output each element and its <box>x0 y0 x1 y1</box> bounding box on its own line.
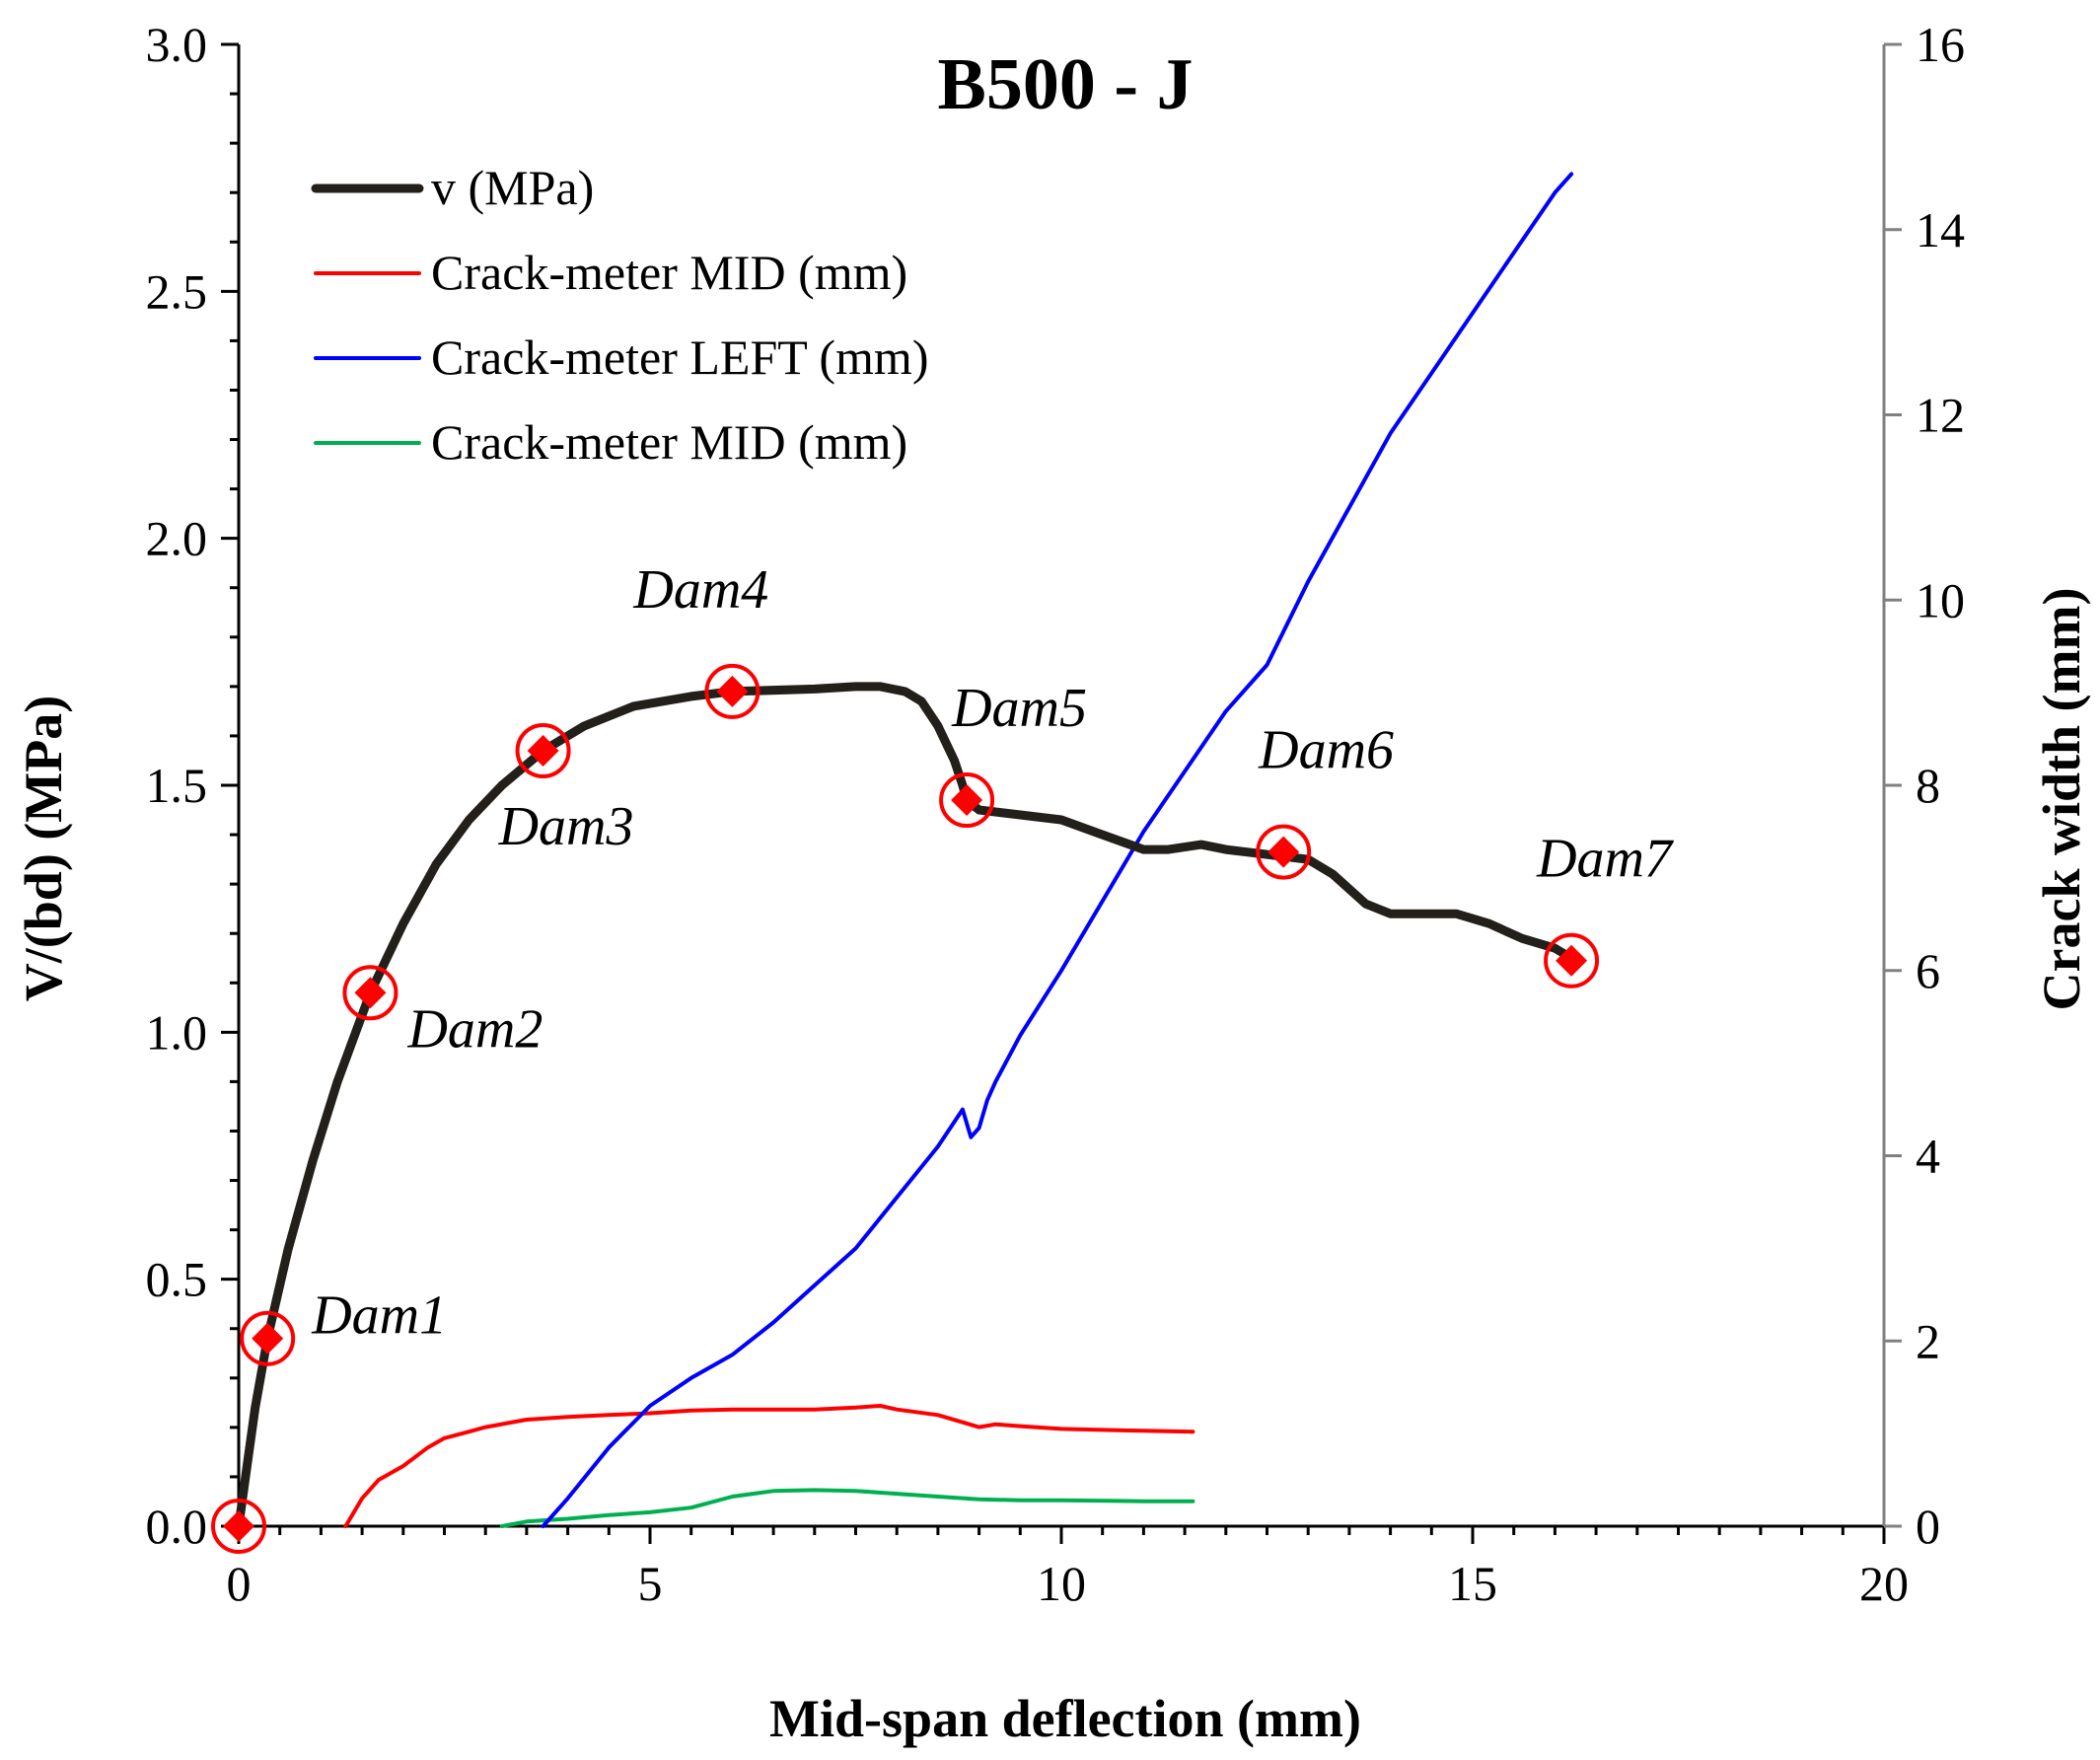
y2-tick-label: 6 <box>1916 943 1940 998</box>
damage-marker-ring <box>704 663 760 719</box>
damage-marker-diamond <box>1556 944 1588 977</box>
damage-marker-dam4 <box>704 663 760 719</box>
damage-marker-dam5 <box>939 772 995 829</box>
damage-label-dam7: Dam7 <box>1536 829 1674 890</box>
series-line-v-mpa <box>234 682 1576 1531</box>
damage-marker-dam2 <box>342 965 398 1021</box>
damage-marker-ring <box>342 965 398 1021</box>
damage-marker-dam3 <box>515 722 571 778</box>
damage-marker-diamond <box>354 977 387 1009</box>
damage-marker-diamond <box>252 1322 284 1355</box>
y-tick-label: 1.0 <box>146 1004 208 1060</box>
legend-label-1: v (MPa) <box>431 160 594 215</box>
chart-title: B500 - J <box>938 44 1194 125</box>
legend-label-3: Crack-meter LEFT (mm) <box>431 330 928 385</box>
y2-tick-label: 14 <box>1916 202 1965 257</box>
y-tick-label: 2.0 <box>146 511 208 566</box>
y2-tick-label: 8 <box>1916 758 1940 813</box>
damage-marker-diamond <box>716 675 749 707</box>
damage-annotations: Dam1 Dam2 Dam3 Dam4 Dam5 Dam6 Dam7 <box>311 559 1674 1347</box>
damage-marker-dam1 <box>240 1310 296 1366</box>
y2-tick-label: 4 <box>1916 1129 1940 1184</box>
damage-marker-dam7 <box>1544 932 1600 989</box>
x-tick-label: 0 <box>227 1556 252 1611</box>
y-tick-label: 1.5 <box>146 758 208 813</box>
damage-marker-ring <box>240 1310 296 1366</box>
damage-label-dam4: Dam4 <box>632 559 768 621</box>
damage-marker-origin <box>211 1499 266 1554</box>
y-tick-label: 2.5 <box>146 263 208 319</box>
damage-marker-ring <box>211 1499 266 1554</box>
y-tick-label: 0.5 <box>146 1252 208 1307</box>
y2-tick-label: 12 <box>1916 388 1965 443</box>
legend-label-2: Crack-meter MID (mm) <box>431 245 907 300</box>
damage-label-dam3: Dam3 <box>498 796 634 857</box>
y2-axis-title: Crack width (mm) <box>2032 588 2091 1011</box>
damage-marker-ring <box>939 772 995 829</box>
damage-label-dam1: Dam1 <box>311 1285 447 1347</box>
x-tick-label: 5 <box>638 1556 663 1611</box>
damage-markers <box>211 663 1600 1554</box>
y2-tick-label: 16 <box>1916 17 1965 72</box>
x-tick-label: 15 <box>1448 1556 1497 1611</box>
y-axis-title: V/(bd) (MPa) <box>14 696 73 1001</box>
damage-label-dam5: Dam5 <box>951 678 1087 739</box>
damage-marker-diamond <box>527 734 559 767</box>
damage-marker-diamond <box>223 1510 254 1542</box>
legend-label-4: Crack-meter MID (mm) <box>431 414 907 470</box>
damage-marker-ring <box>1544 932 1600 989</box>
x-tick-label: 10 <box>1037 1556 1086 1611</box>
damage-marker-ring <box>1256 824 1312 880</box>
damage-marker-ring <box>515 722 571 778</box>
y-tick-label: 0.0 <box>146 1499 208 1554</box>
y-tick-label: 3.0 <box>146 17 208 72</box>
damage-marker-diamond <box>1267 836 1300 868</box>
y2-tick-label: 0 <box>1916 1499 1940 1554</box>
x-axis-title: Mid-span deflection (mm) <box>769 1689 1361 1748</box>
damage-label-dam2: Dam2 <box>406 998 543 1060</box>
damage-marker-diamond <box>951 784 983 817</box>
damage-marker-dam6 <box>1256 824 1312 880</box>
x-tick-label: 20 <box>1859 1556 1909 1611</box>
damage-label-dam6: Dam6 <box>1258 720 1394 781</box>
series-line-crack-mid-green <box>499 1488 1195 1528</box>
series-line-crack-left <box>541 172 1574 1528</box>
y2-tick-label: 10 <box>1916 572 1965 627</box>
series-line-crack-mid-red <box>343 1404 1195 1528</box>
legend: v (MPa) Crack-meter MID (mm) Crack-meter L… <box>311 160 928 470</box>
axes: 0.00.51.01.52.02.53.00 5 10 15 2002468101214… <box>146 17 1966 1611</box>
y2-tick-label: 2 <box>1916 1313 1940 1368</box>
